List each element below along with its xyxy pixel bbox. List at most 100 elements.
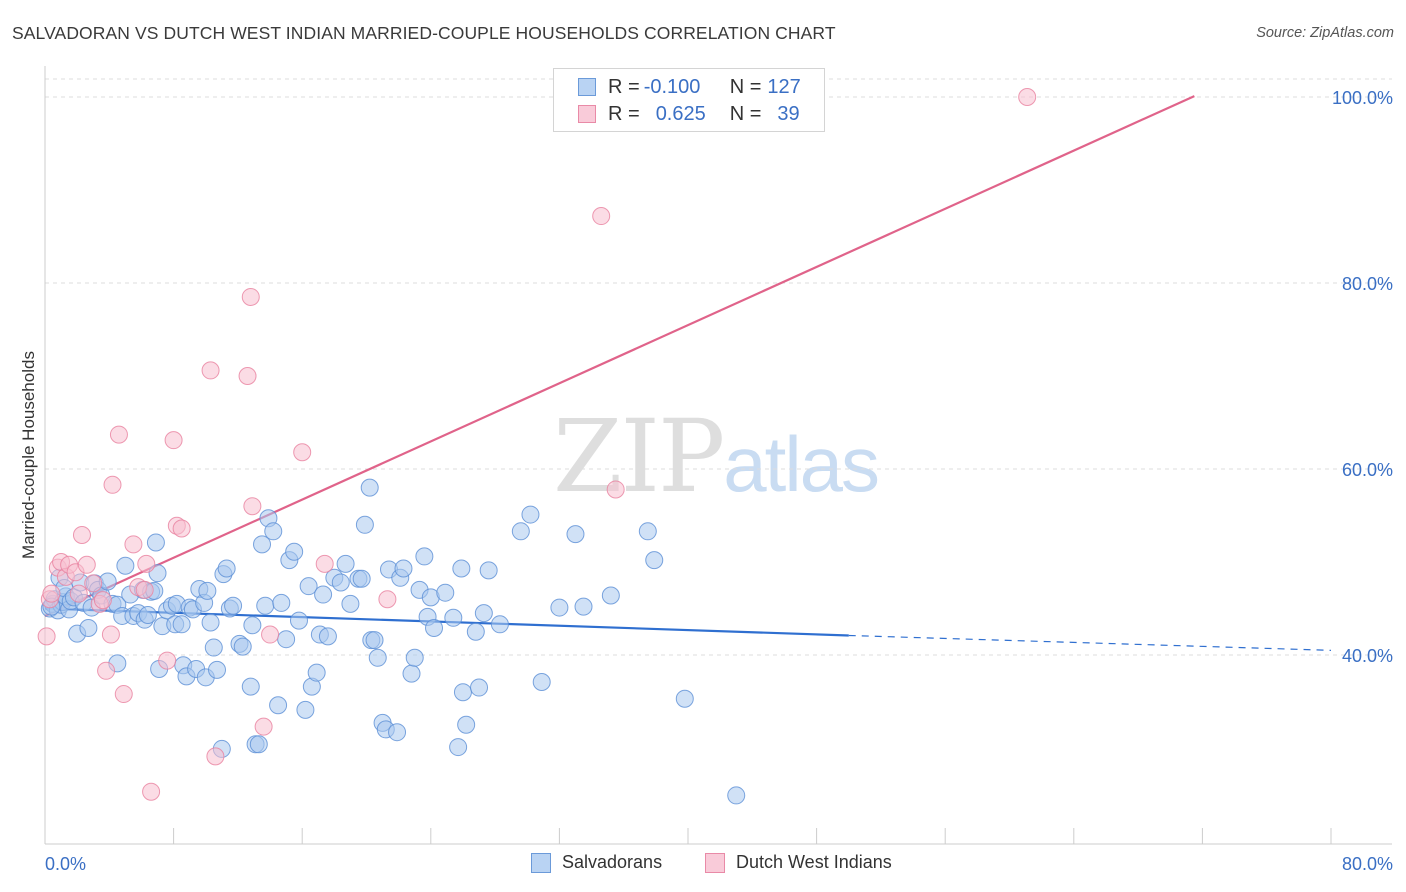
- dutch-west-indian-point: [606, 480, 625, 499]
- salvadoran-point: [470, 678, 489, 697]
- salvadoran-point: [146, 533, 165, 552]
- salvadoran-point: [360, 478, 379, 497]
- salvadoran-point: [645, 551, 664, 570]
- salvadoran-point: [415, 547, 434, 566]
- legend-n-label: N =: [729, 102, 762, 125]
- watermark-atlas: atlas: [723, 420, 880, 508]
- legend-swatch-blue: [578, 78, 596, 96]
- dutch-west-indian-point: [97, 661, 116, 680]
- salvadoran-point: [365, 631, 384, 650]
- salvadoran-point: [727, 786, 746, 805]
- axes: [44, 66, 1392, 845]
- watermark-zip: ZIP: [553, 398, 725, 515]
- salvadoran-point: [307, 663, 326, 682]
- salvadoran-point: [675, 689, 694, 708]
- y-tick-label: 80.0%: [1342, 274, 1393, 294]
- data-points: [37, 88, 1037, 805]
- salvadoran-point: [453, 683, 472, 702]
- source-credit: Source: ZipAtlas.com: [1256, 25, 1394, 41]
- dutch-west-indian-point: [1018, 88, 1037, 106]
- series-legend: Salvadorans Dutch West Indians: [0, 852, 1406, 876]
- dutch-west-indian-point: [69, 584, 88, 603]
- dutch-west-indian-point: [93, 591, 112, 610]
- salvadoran-point: [269, 696, 288, 715]
- dutch-west-indian-point: [254, 717, 273, 736]
- legend-row-dutch-west-indians: R = 0.625 N = 39: [578, 101, 800, 127]
- series-legend-dutch-west-indians[interactable]: Dutch West Indians: [705, 852, 892, 873]
- salvadoran-point: [452, 559, 471, 578]
- x-tick-label: 80.0%: [1342, 854, 1393, 874]
- tick-labels: 40.0% 60.0% 80.0% 100.0% 0.0% 80.0%: [45, 88, 1393, 874]
- y-tick-label: 60.0%: [1342, 460, 1393, 480]
- salvadoran-point: [285, 542, 304, 561]
- salvadoran-point: [457, 715, 476, 734]
- dutch-west-indian-point: [172, 519, 191, 538]
- dutch-west-indian-point: [315, 554, 334, 573]
- salvadoran-point: [314, 585, 333, 604]
- dutch-west-indian-point: [243, 497, 262, 516]
- salvadoran-trend-line-extension: [848, 634, 1332, 651]
- salvadoran-point: [241, 677, 260, 696]
- y-tick-label: 40.0%: [1342, 646, 1393, 666]
- salvadoran-point: [521, 505, 540, 524]
- salvadoran-point: [511, 522, 530, 541]
- salvadoran-point: [638, 522, 657, 541]
- dutch-west-indian-point: [72, 526, 91, 545]
- salvadoran-point: [436, 583, 455, 602]
- salvadoran-point: [405, 648, 424, 667]
- series-label: Salvadorans: [562, 852, 663, 872]
- salvadoran-point: [466, 622, 485, 641]
- salvadoran-point: [233, 637, 252, 656]
- legend-swatch-pink: [578, 105, 596, 123]
- series-swatch-pink: [705, 852, 725, 873]
- salvadoran-point: [256, 596, 275, 615]
- series-legend-salvadorans[interactable]: Salvadorans: [531, 852, 662, 873]
- y-axis-label: Married-couple Households: [19, 351, 38, 559]
- dutch-west-indian-point: [84, 574, 103, 593]
- salvadoran-point: [574, 597, 593, 616]
- legend-r-label: R =: [608, 102, 640, 125]
- dutch-west-indian-point: [592, 207, 611, 226]
- legend-r-value: 0.625: [655, 102, 706, 125]
- dutch-west-indian-point: [37, 627, 56, 646]
- dutch-west-indian-point: [293, 443, 312, 462]
- salvadoran-point: [352, 569, 371, 588]
- dutch-west-indian-point: [206, 747, 225, 766]
- salvadoran-point: [289, 611, 308, 630]
- legend-r-label: R =: [608, 75, 640, 98]
- salvadoran-point: [402, 664, 421, 683]
- salvadoran-point: [444, 608, 463, 627]
- dutch-west-indian-point: [158, 651, 177, 670]
- dutch-west-indian-point: [164, 431, 183, 450]
- legend-row-salvadorans: R = -0.100 N = 127: [578, 74, 801, 100]
- salvadoran-point: [474, 604, 493, 623]
- chart-title: SALVADORAN VS DUTCH WEST INDIAN MARRIED-…: [12, 23, 836, 43]
- correlation-legend: R = -0.100 N = 127 R = 0.625 N = 39: [553, 68, 825, 132]
- x-tick-label: 0.0%: [45, 854, 86, 874]
- salvadoran-point: [449, 738, 468, 757]
- salvadoran-point: [208, 660, 227, 679]
- salvadoran-point: [224, 596, 243, 615]
- dutch-west-indian-point: [378, 590, 397, 609]
- dutch-west-indian-point: [241, 287, 260, 306]
- legend-n-value: 127: [767, 75, 801, 98]
- dutch-west-indian-trend-line: [44, 95, 1195, 617]
- dutch-west-indian-point: [42, 584, 61, 603]
- legend-r-value: -0.100: [643, 75, 701, 98]
- salvadoran-point: [479, 561, 498, 580]
- salvadoran-point: [368, 648, 387, 667]
- dutch-west-indian-point: [137, 554, 156, 573]
- salvadoran-point: [249, 735, 268, 754]
- salvadoran-point: [138, 606, 157, 625]
- salvadoran-point: [331, 573, 350, 592]
- watermark: ZIPatlas: [553, 398, 880, 515]
- salvadoran-point: [490, 615, 509, 634]
- dutch-west-indian-point: [109, 425, 128, 444]
- salvadoran-point: [318, 627, 337, 646]
- salvadoran-point: [566, 525, 585, 544]
- salvadoran-point: [79, 619, 98, 638]
- gridlines: [45, 78, 1392, 656]
- salvadoran-point: [243, 616, 262, 635]
- salvadoran-point: [264, 522, 283, 541]
